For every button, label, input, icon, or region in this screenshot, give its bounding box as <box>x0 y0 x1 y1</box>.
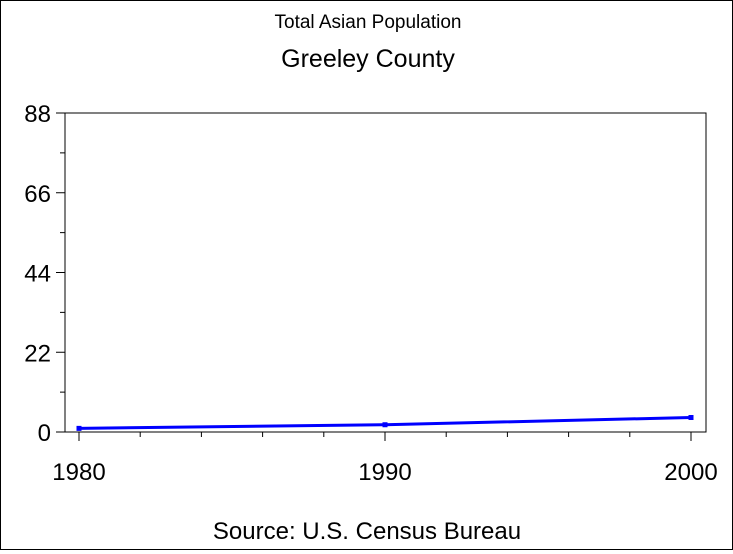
y-tick-label: 0 <box>38 420 51 447</box>
data-point <box>76 425 82 431</box>
x-tick-label: 1990 <box>358 459 411 486</box>
x-tick-label: 1980 <box>52 459 105 486</box>
data-point <box>382 422 388 428</box>
source-note: Source: U.S. Census Bureau <box>213 518 521 545</box>
y-tick-label: 66 <box>24 181 51 208</box>
chart-title: Total Asian Population <box>275 12 462 33</box>
y-tick-label: 88 <box>24 101 51 128</box>
series-group <box>76 415 694 431</box>
x-tick-label: 2000 <box>664 459 717 486</box>
plot-area <box>64 112 707 433</box>
chart-subtitle: Greeley County <box>281 45 455 73</box>
x-axis: 1980 1990 2000 <box>52 432 718 486</box>
data-point <box>688 415 694 420</box>
y-tick-label: 44 <box>24 261 51 288</box>
y-axis: 0 22 44 66 88 <box>24 101 65 447</box>
y-tick-label: 22 <box>24 340 51 367</box>
